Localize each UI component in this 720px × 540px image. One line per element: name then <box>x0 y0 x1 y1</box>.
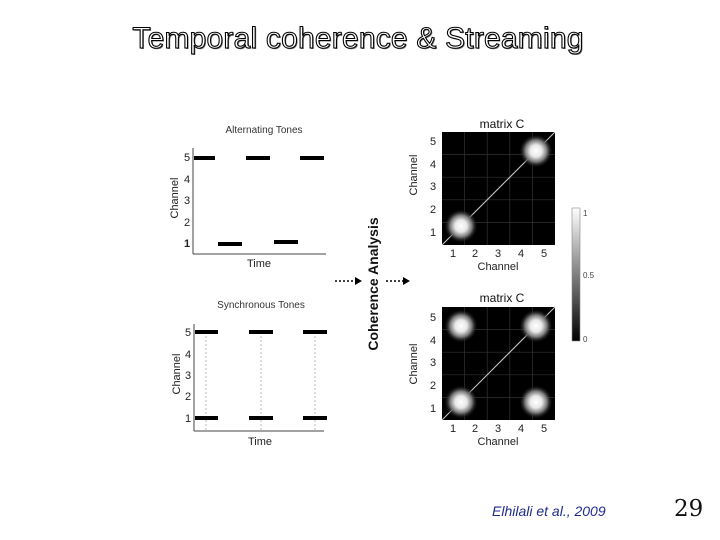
mb-ytick-2: 2 <box>430 380 436 392</box>
alt-ytick-3: 3 <box>184 195 190 207</box>
slide-title: Temporal coherence & Streaming <box>132 21 584 55</box>
synchronous-tones-panel: Synchronous Tones Channel 5 4 3 2 1 Time <box>171 300 327 448</box>
matrix-bottom-peak-1-5 <box>444 309 478 343</box>
sync-tone-low-2 <box>249 416 273 420</box>
matrix-bottom-title: matrix C <box>480 291 525 305</box>
figure-svg: Alternating Tones Channel 5 4 3 2 1 Time… <box>169 117 595 448</box>
mb-xtick-2: 2 <box>472 423 478 435</box>
mb-xtick-4: 4 <box>518 423 524 435</box>
matrix-bottom-xlabel: Channel <box>478 436 519 448</box>
colorbar-tick-1: 1 <box>583 209 588 218</box>
sync-tone-low-1 <box>195 416 218 420</box>
alternating-title: Alternating Tones <box>225 125 302 136</box>
coherence-analysis-label: Coherence Analysis <box>365 217 381 351</box>
matrix-bottom-peak-5-5 <box>519 309 553 343</box>
mt-ytick-5: 5 <box>430 136 436 148</box>
sync-tone-high-3 <box>303 330 327 334</box>
alt-ytick-5: 5 <box>184 152 190 164</box>
sync-ytick-1: 1 <box>185 413 191 425</box>
sync-tone-high-2 <box>249 330 273 334</box>
alt-tone-high-3 <box>300 156 324 160</box>
sync-tone-low-3 <box>303 416 327 420</box>
mb-ytick-4: 4 <box>430 335 436 347</box>
sync-tone-high-1 <box>195 330 218 334</box>
mb-ytick-1: 1 <box>430 403 436 415</box>
mb-xtick-3: 3 <box>495 423 501 435</box>
alternating-tones-panel: Alternating Tones Channel 5 4 3 2 1 Time <box>169 125 326 270</box>
synchronous-ylabel: Channel <box>171 354 183 395</box>
colorbar-tick-0: 0 <box>583 335 588 344</box>
mt-xtick-2: 2 <box>472 248 478 260</box>
mb-xtick-1: 1 <box>450 423 456 435</box>
matrix-bottom-peak-5-1 <box>519 385 553 419</box>
alternating-xlabel: Time <box>247 258 271 270</box>
synchronous-xlabel: Time <box>248 436 272 448</box>
mt-xtick-5: 5 <box>541 248 547 260</box>
mt-xtick-4: 4 <box>518 248 524 260</box>
matrix-top-peak-5-5 <box>519 134 553 168</box>
mt-ytick-4: 4 <box>430 159 436 171</box>
alt-ytick-2: 2 <box>184 217 190 229</box>
coherence-figure: Alternating Tones Channel 5 4 3 2 1 Time… <box>150 110 610 455</box>
alt-ytick-4: 4 <box>184 174 190 186</box>
mt-ytick-2: 2 <box>430 204 436 216</box>
page-number: 29 <box>674 496 704 522</box>
matrix-top-ylabel: Channel <box>408 155 420 196</box>
alt-ytick-1: 1 <box>184 238 190 250</box>
synchronous-title: Synchronous Tones <box>217 300 305 311</box>
coherence-analysis: Coherence Analysis <box>335 217 410 351</box>
arrow-in-head <box>355 277 362 285</box>
alt-tone-high-1 <box>194 156 215 160</box>
mb-xtick-5: 5 <box>541 423 547 435</box>
sync-ytick-3: 3 <box>185 370 191 382</box>
colorbar: 1 0.5 0 <box>571 207 595 344</box>
mb-ytick-5: 5 <box>430 312 436 324</box>
sync-ytick-4: 4 <box>185 349 191 361</box>
mt-ytick-3: 3 <box>430 181 436 193</box>
sync-ytick-2: 2 <box>185 391 191 403</box>
citation: Elhilali et al., 2009 <box>492 503 606 519</box>
alt-tone-low-2 <box>274 240 298 244</box>
matrix-c-top: matrix C Channel 5 4 3 2 1 1 2 3 4 5 Cha… <box>408 117 556 273</box>
colorbar-gradient <box>571 207 581 342</box>
matrix-c-bottom: matrix C Channel 5 4 3 2 1 1 2 3 4 5 Cha… <box>408 291 556 448</box>
mt-xtick-3: 3 <box>495 248 501 260</box>
arrow-out-head <box>403 277 410 285</box>
mt-ytick-1: 1 <box>430 227 436 239</box>
matrix-top-peak-1-1 <box>444 209 478 243</box>
mt-xtick-1: 1 <box>450 248 456 260</box>
alt-tone-high-2 <box>246 156 270 160</box>
matrix-top-title: matrix C <box>480 117 525 131</box>
mb-ytick-3: 3 <box>430 357 436 369</box>
alt-tone-low-1 <box>218 242 242 246</box>
matrix-top-xlabel: Channel <box>478 261 519 273</box>
colorbar-tick-0-5: 0.5 <box>583 271 595 280</box>
matrix-bottom-peak-1-1 <box>444 385 478 419</box>
matrix-bottom-ylabel: Channel <box>408 344 420 385</box>
sync-ytick-5: 5 <box>185 327 191 339</box>
alternating-ylabel: Channel <box>169 178 181 219</box>
